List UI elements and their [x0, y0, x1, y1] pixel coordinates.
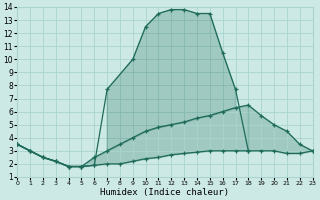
- X-axis label: Humidex (Indice chaleur): Humidex (Indice chaleur): [100, 188, 229, 197]
